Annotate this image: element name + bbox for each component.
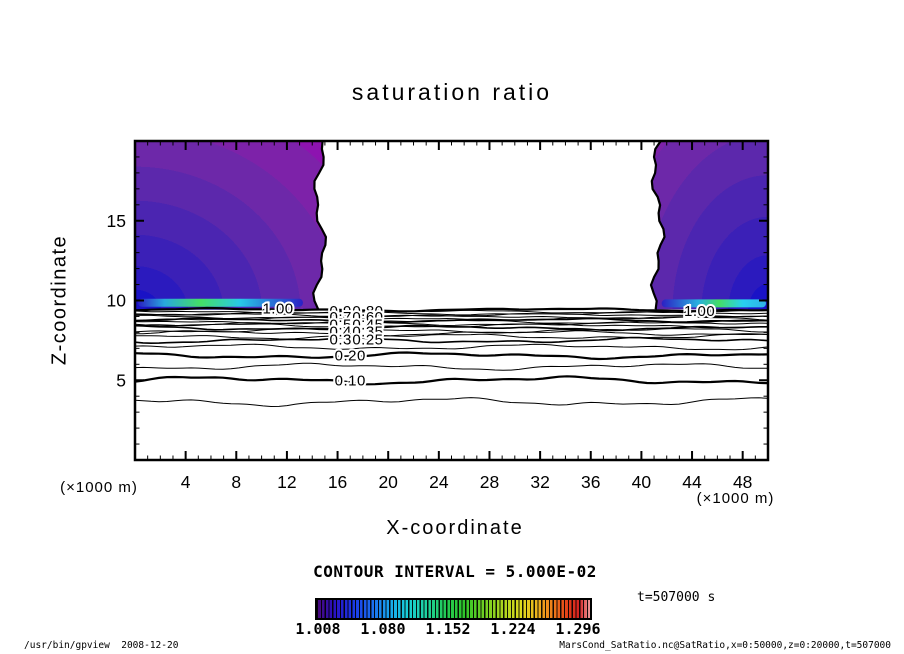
- shaded-region-left: [135, 141, 326, 310]
- x-tick-label: 24: [429, 472, 449, 492]
- contour-line-0.40: [134, 330, 768, 337]
- contour-line-0.05: [134, 397, 768, 408]
- x-tick-label: 40: [632, 472, 652, 492]
- x-tick-label: 16: [328, 472, 347, 492]
- contour-label-0.80: 0.80: [352, 303, 383, 320]
- contour-label-0.35: 0.35: [352, 324, 383, 341]
- z-tick-label: 15: [107, 211, 126, 231]
- contour-label-0.90: 0.90: [330, 303, 361, 320]
- contour-label-1.00: 1.00: [262, 300, 293, 317]
- shaded-region-right: [651, 141, 768, 310]
- x-tick-label: 44: [682, 472, 702, 492]
- contour-label-0.10: 0.10: [335, 372, 366, 389]
- contour-label-0.60: 0.60: [352, 309, 383, 326]
- colorbar-label: 1.008: [295, 620, 341, 638]
- contour-line-0.10: [134, 375, 768, 386]
- colorbar-label: 1.152: [425, 620, 471, 638]
- contour-label-0.40: 0.40: [330, 324, 361, 341]
- contour-label-0.25: 0.25: [352, 332, 383, 349]
- x-tick-label: 4: [181, 472, 191, 492]
- z-tick-label: 10: [107, 291, 127, 311]
- contour-line-0.15: [134, 362, 767, 371]
- x-axis-title: X-coordinate: [386, 517, 524, 539]
- x-tick-label: 28: [480, 472, 499, 492]
- contour-label-1.00: 1.00: [684, 303, 715, 320]
- contour-line-0.95: [134, 309, 768, 314]
- region-boundary-left: [312, 140, 328, 311]
- footer-command-line: /usr/bin/gpview 2008-12-20: [24, 640, 179, 651]
- y-axis-title: Z-coordinate: [48, 234, 71, 366]
- contour-label-0.45: 0.45: [352, 316, 383, 333]
- contour-label-0.30: 0.30: [330, 332, 361, 349]
- z-tick-label: 5: [116, 370, 126, 390]
- contour-line-1.00: [134, 306, 768, 313]
- contour-label-0.20: 0.20: [335, 348, 366, 365]
- x-axis-unit-right: (×1000 m): [696, 490, 775, 507]
- x-tick-label: 8: [231, 472, 241, 492]
- x-tick-label: 32: [530, 472, 549, 492]
- colorbar: [315, 598, 592, 620]
- time-label: t=507000 s: [637, 590, 716, 605]
- contour-label-0.50: 0.50: [330, 316, 361, 333]
- contour-line-0.20: [134, 351, 768, 361]
- region-boundary-right: [649, 140, 666, 310]
- x-tick-label: 12: [277, 472, 296, 492]
- colorbar-label: 1.296: [555, 620, 601, 638]
- x-tick-label: 48: [733, 472, 752, 492]
- x-tick-label: 20: [378, 472, 398, 492]
- contour-line-0.30: [134, 336, 768, 345]
- footer-dataset-info: MarsCond_SatRatio.nc@SatRatio,x=0:50000,…: [559, 640, 891, 651]
- cloud-base-strip-right: [661, 299, 766, 308]
- contour-label-0.70: 0.70: [330, 309, 361, 326]
- x-tick-label: 36: [581, 472, 600, 492]
- colorbar-label: 1.080: [360, 620, 406, 638]
- contour-line-0.80: [134, 314, 768, 320]
- contour-line-0.60: [134, 320, 768, 327]
- x-axis-unit-left: (×1000 m): [60, 479, 138, 496]
- cloud-base-strip-left: [138, 298, 303, 307]
- contour-line-0.25: [134, 343, 768, 351]
- plot-title: saturation ratio: [351, 79, 553, 105]
- contour-line-0.50: [134, 324, 767, 332]
- colorbar-label: 1.224: [490, 620, 536, 638]
- contour-line-0.90: [134, 311, 768, 316]
- contour-interval-note: CONTOUR INTERVAL = 5.000E-02: [313, 562, 597, 581]
- contour-line-0.35: [134, 333, 768, 340]
